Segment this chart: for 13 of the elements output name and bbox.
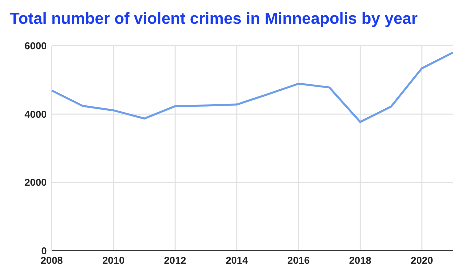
- x-tick-label: 2008: [40, 256, 64, 267]
- x-tick-label: 2012: [164, 256, 187, 267]
- y-tick-label: 2000: [24, 178, 48, 190]
- y-tick-label: 6000: [24, 42, 48, 52]
- x-tick-label: 2018: [349, 256, 372, 267]
- chart-title: Total number of violent crimes in Minneapolis by year: [10, 11, 418, 28]
- line-series: [51, 52, 454, 124]
- x-tick-label: 2014: [226, 256, 249, 267]
- x-tick-label: 2020: [411, 256, 434, 267]
- y-tick-label: 0: [41, 246, 48, 258]
- x-tick-label: 2016: [288, 256, 310, 267]
- x-tick-label: 2010: [102, 256, 126, 267]
- y-tick-label: 4000: [24, 110, 48, 121]
